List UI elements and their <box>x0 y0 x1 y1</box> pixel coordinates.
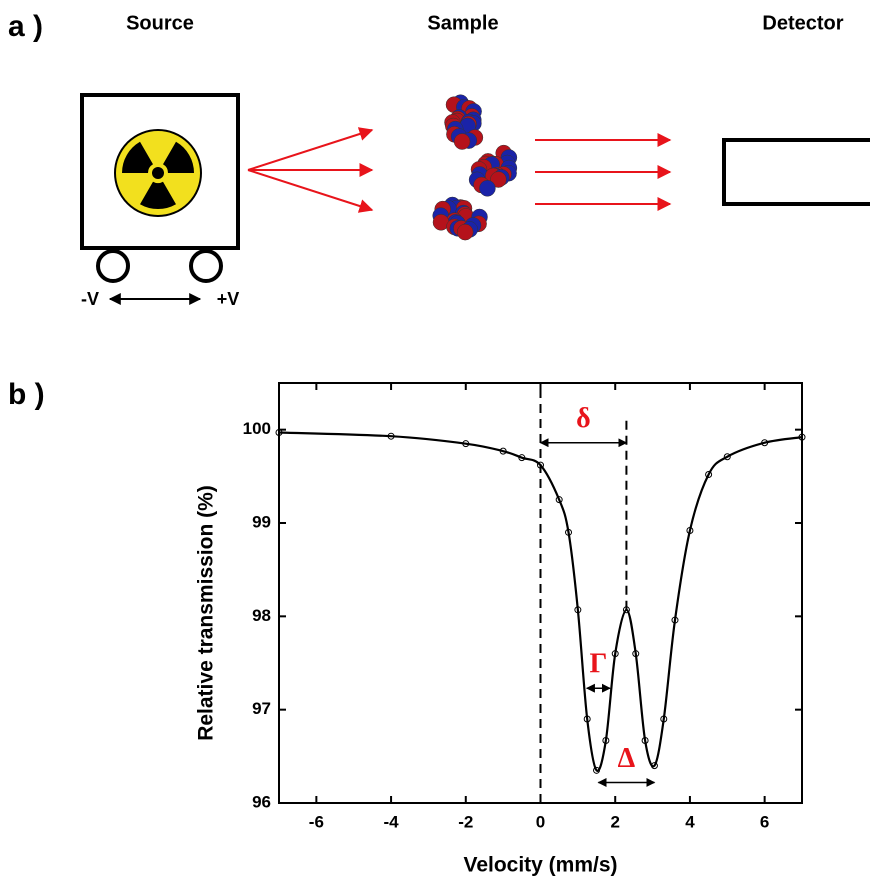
fit-line <box>278 431 803 772</box>
y-tick-label: 99 <box>252 512 271 531</box>
data-point <box>518 454 526 462</box>
wheel <box>96 249 130 283</box>
data-point <box>686 526 694 534</box>
data-point <box>723 453 731 461</box>
sample-nuclei <box>432 94 518 241</box>
x-tick-label: -4 <box>384 812 400 831</box>
data-point <box>583 715 591 723</box>
trefoil-blade <box>163 141 194 173</box>
trefoil-center <box>152 167 164 179</box>
x-axis-label: Velocity (mm/s) <box>463 854 617 877</box>
data-point <box>602 736 610 744</box>
radiation-symbol <box>121 141 194 210</box>
data-point <box>622 606 630 614</box>
data-point <box>761 439 769 447</box>
panel-label: b ) <box>8 378 45 411</box>
nucleon <box>479 180 496 197</box>
data-point <box>537 461 544 469</box>
y-tick-label: 97 <box>252 699 271 718</box>
detector-label: Detector <box>762 12 843 34</box>
y-tick-label: 96 <box>252 792 271 811</box>
trefoil-blade <box>140 181 176 210</box>
data-point <box>632 650 640 658</box>
trefoil-blade <box>121 141 153 173</box>
source-label: Source <box>126 12 194 34</box>
data-point <box>565 528 573 536</box>
nucleon <box>490 171 507 188</box>
gamma-rays-out <box>535 133 672 211</box>
x-tick-label: 0 <box>536 812 545 831</box>
y-tick-label: 100 <box>243 419 271 438</box>
data-point <box>798 433 806 441</box>
plus-v-label: +V <box>217 289 240 309</box>
detector-box <box>722 138 870 206</box>
data-point <box>705 470 713 478</box>
wheel <box>189 249 223 283</box>
nucleon <box>453 133 471 150</box>
data-point <box>574 606 582 614</box>
y-tick-label: 98 <box>252 606 271 625</box>
x-tick-label: -2 <box>458 812 473 831</box>
data-point <box>650 762 658 770</box>
gamma-rays-in <box>247 127 374 213</box>
annotation-label: δ <box>576 403 591 434</box>
data-point <box>387 432 395 440</box>
minus-v-label: -V <box>81 289 99 309</box>
data-point <box>660 715 668 723</box>
data-point <box>671 616 679 624</box>
y-axis-label: Relative transmission (%) <box>195 485 218 741</box>
nucleon <box>456 223 474 241</box>
data-point <box>611 650 619 658</box>
data-point <box>593 766 601 774</box>
x-tick-label: 2 <box>610 812 619 831</box>
data-point <box>641 736 649 744</box>
x-tick-label: 4 <box>685 812 695 831</box>
chart: 96 97 98 99 100 -6 -4 -2 0 2 4 6 Velocity (mm/s) Rela… <box>195 382 806 877</box>
x-tick-label: -6 <box>309 812 324 831</box>
annotation-label: Δ <box>618 743 636 774</box>
x-tick-label: 6 <box>760 812 769 831</box>
sample-label: Sample <box>427 12 498 34</box>
panel-label: a ) <box>8 10 43 43</box>
data-point <box>555 496 563 504</box>
data-point <box>462 440 470 448</box>
data-point <box>499 447 507 455</box>
annotation-label: Γ <box>589 649 607 680</box>
data-point <box>275 428 283 436</box>
